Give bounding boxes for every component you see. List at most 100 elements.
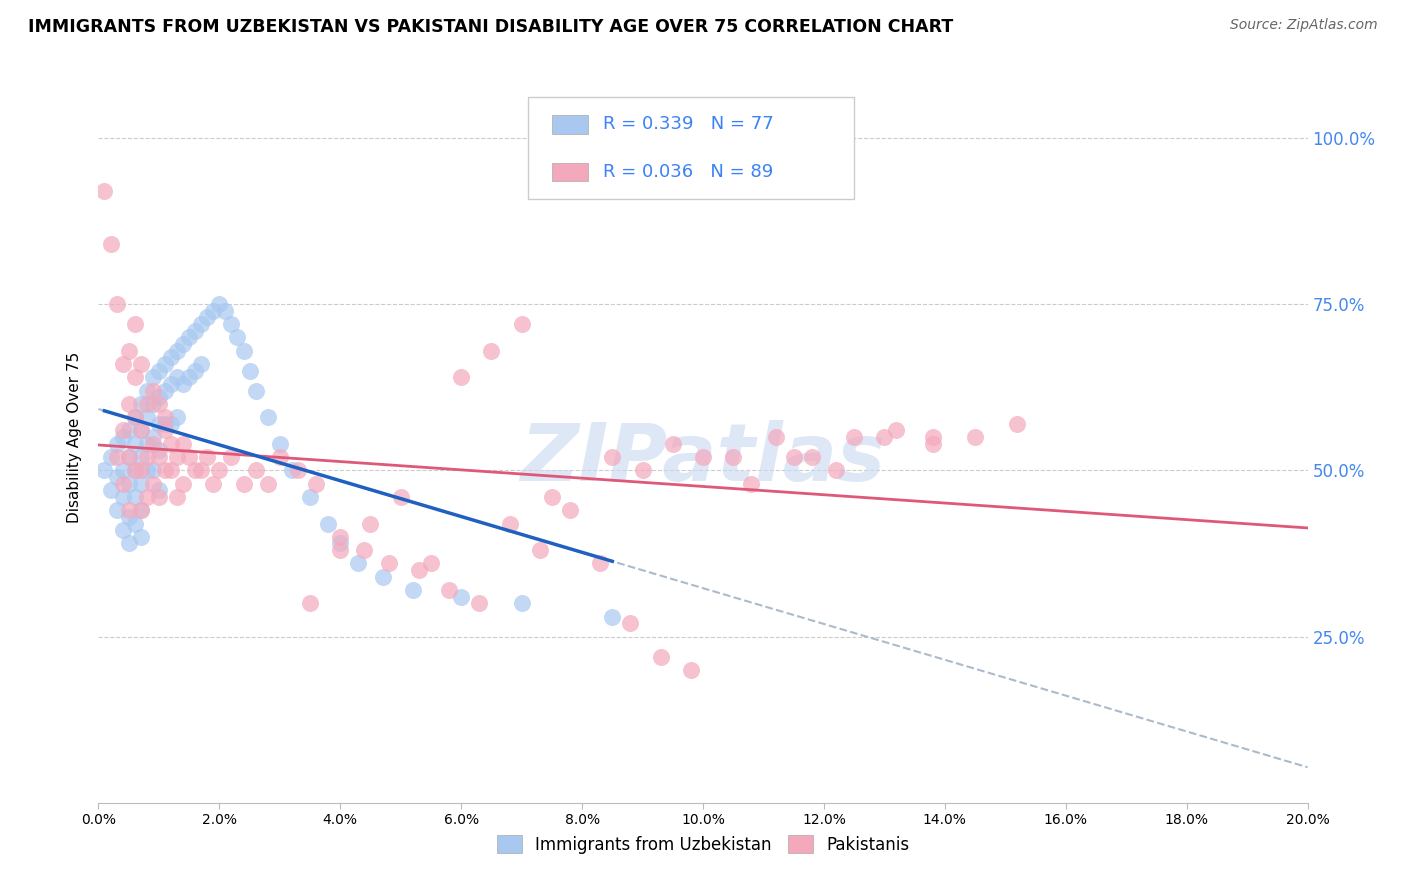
- Bar: [551, 162, 588, 181]
- Point: [111, 357, 134, 371]
- Point: [450, 370, 472, 384]
- Y-axis label: Disability Age Over 75: Disability Age Over 75: [67, 351, 83, 523]
- Point: [148, 483, 170, 498]
- Text: R = 0.036   N = 89: R = 0.036 N = 89: [603, 163, 773, 181]
- Point: [269, 450, 291, 464]
- Point: [148, 363, 170, 377]
- Point: [202, 303, 225, 318]
- Point: [172, 476, 194, 491]
- Point: [166, 370, 188, 384]
- Point: [498, 516, 520, 531]
- Text: IMMIGRANTS FROM UZBEKISTAN VS PAKISTANI DISABILITY AGE OVER 75 CORRELATION CHART: IMMIGRANTS FROM UZBEKISTAN VS PAKISTANI …: [28, 18, 953, 36]
- Point: [202, 476, 225, 491]
- Point: [148, 450, 170, 464]
- Point: [148, 397, 170, 411]
- Point: [124, 317, 146, 331]
- Point: [179, 370, 201, 384]
- Point: [105, 503, 128, 517]
- Point: [142, 397, 165, 411]
- Text: Source: ZipAtlas.com: Source: ZipAtlas.com: [1230, 18, 1378, 32]
- Point: [153, 384, 176, 398]
- Point: [389, 490, 412, 504]
- Point: [129, 530, 152, 544]
- Point: [589, 557, 612, 571]
- Point: [135, 436, 157, 450]
- Point: [142, 430, 165, 444]
- Point: [437, 582, 460, 597]
- Point: [510, 596, 533, 610]
- Point: [129, 476, 152, 491]
- Point: [232, 343, 254, 358]
- Legend: Immigrants from Uzbekistan, Pakistanis: Immigrants from Uzbekistan, Pakistanis: [489, 829, 917, 860]
- Point: [468, 596, 491, 610]
- Point: [299, 490, 322, 504]
- Point: [105, 436, 128, 450]
- Point: [124, 516, 146, 531]
- Text: R = 0.339   N = 77: R = 0.339 N = 77: [603, 115, 773, 134]
- Point: [783, 450, 806, 464]
- Point: [124, 410, 146, 425]
- Point: [118, 536, 141, 550]
- Point: [129, 424, 152, 438]
- Point: [124, 410, 146, 425]
- Point: [558, 503, 581, 517]
- Point: [208, 463, 231, 477]
- Point: [190, 463, 212, 477]
- Point: [160, 351, 183, 365]
- Point: [135, 490, 157, 504]
- Point: [142, 476, 165, 491]
- Point: [160, 463, 183, 477]
- Point: [135, 463, 157, 477]
- Point: [256, 410, 278, 425]
- Point: [118, 424, 141, 438]
- Point: [329, 536, 352, 550]
- Point: [844, 430, 866, 444]
- Point: [105, 297, 128, 311]
- Point: [129, 503, 152, 517]
- Point: [129, 503, 152, 517]
- Point: [105, 470, 128, 484]
- Point: [221, 317, 243, 331]
- Point: [129, 357, 152, 371]
- Point: [825, 463, 848, 477]
- Point: [299, 596, 322, 610]
- Point: [124, 463, 146, 477]
- Point: [1007, 417, 1029, 431]
- Point: [529, 543, 551, 558]
- Point: [631, 463, 654, 477]
- Point: [166, 490, 188, 504]
- Point: [269, 436, 291, 450]
- Point: [135, 410, 157, 425]
- Point: [172, 436, 194, 450]
- Point: [100, 483, 122, 498]
- Point: [118, 509, 141, 524]
- Point: [239, 363, 262, 377]
- Point: [921, 430, 943, 444]
- Point: [118, 450, 141, 464]
- Point: [921, 436, 943, 450]
- Point: [153, 463, 176, 477]
- Point: [111, 463, 134, 477]
- Point: [245, 384, 267, 398]
- Point: [800, 450, 823, 464]
- Point: [160, 376, 183, 391]
- Point: [965, 430, 987, 444]
- Point: [124, 490, 146, 504]
- Point: [93, 184, 115, 198]
- Point: [129, 397, 152, 411]
- Point: [316, 516, 339, 531]
- Point: [256, 476, 278, 491]
- Point: [142, 384, 165, 398]
- Point: [420, 557, 443, 571]
- Point: [195, 450, 218, 464]
- Point: [281, 463, 304, 477]
- Point: [142, 370, 165, 384]
- Point: [408, 563, 430, 577]
- Point: [287, 463, 309, 477]
- Point: [118, 343, 141, 358]
- Point: [540, 490, 562, 504]
- Point: [153, 424, 176, 438]
- Point: [765, 430, 787, 444]
- Point: [692, 450, 714, 464]
- Point: [118, 476, 141, 491]
